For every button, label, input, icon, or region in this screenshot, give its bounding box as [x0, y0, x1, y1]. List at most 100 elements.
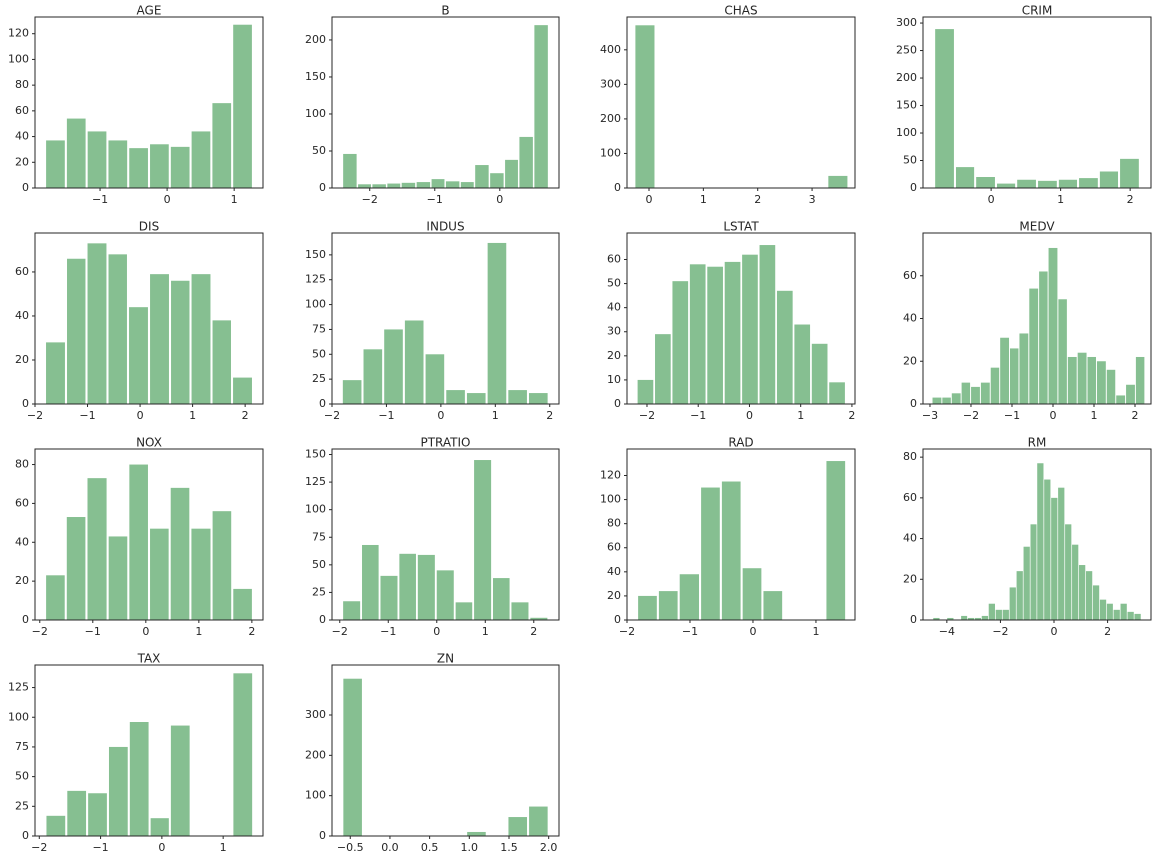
bar	[776, 290, 793, 404]
bar	[1079, 178, 1098, 188]
y-tick-label: 150	[305, 248, 326, 261]
bar	[1058, 179, 1078, 188]
y-tick-label: 120	[600, 468, 621, 481]
bar	[87, 478, 107, 620]
y-tick-label: 100	[600, 493, 621, 506]
x-tick-label: 1	[231, 193, 238, 206]
bar	[981, 615, 989, 620]
bar	[637, 379, 654, 404]
x-tick-label: 0	[1049, 409, 1056, 422]
bar	[401, 182, 416, 188]
x-tick-label: −1	[1004, 409, 1020, 422]
x-tick-label: 1	[812, 625, 819, 638]
bar	[1051, 497, 1058, 620]
x-tick-label: −4	[939, 625, 955, 638]
y-tick-label: 100	[896, 126, 917, 139]
y-tick-label: 40	[607, 565, 621, 578]
bar	[947, 617, 954, 620]
y-tick-label: 20	[15, 155, 29, 168]
y-tick-label: 20	[15, 353, 29, 366]
bar	[1019, 333, 1029, 404]
bar	[1030, 524, 1037, 620]
bar	[66, 517, 86, 620]
bar	[343, 601, 361, 620]
bar	[763, 591, 783, 620]
bar	[1029, 288, 1039, 404]
y-tick-label: 120	[8, 27, 29, 40]
bar	[343, 153, 357, 188]
y-tick-label: 150	[305, 448, 326, 461]
bar	[742, 254, 758, 404]
bar	[995, 609, 1002, 620]
subplot-title: NOX	[136, 436, 162, 450]
bar	[170, 487, 190, 620]
y-tick-label: 100	[305, 298, 326, 311]
bar	[1087, 356, 1096, 404]
y-tick-label: 80	[607, 517, 621, 530]
bar	[971, 386, 980, 404]
subplot: −2 −1 0 1 2 0 25 50 75 100 125 150 INDUS	[305, 220, 560, 422]
y-tick-label: 80	[15, 458, 29, 471]
bar	[1077, 352, 1087, 404]
bar	[967, 617, 975, 620]
bar	[490, 173, 504, 188]
y-tick-label: 60	[15, 265, 29, 278]
bar	[996, 183, 1016, 188]
x-tick-label: −2	[27, 409, 43, 422]
y-tick-label: 50	[607, 277, 621, 290]
bar	[1017, 179, 1036, 188]
axes-frame	[626, 232, 856, 405]
bar	[108, 746, 128, 836]
subplot-title: TAX	[137, 652, 161, 666]
bar	[233, 588, 252, 620]
x-tick-label: 1	[492, 409, 499, 422]
bar	[445, 181, 460, 188]
bar	[988, 603, 995, 620]
bar	[1106, 603, 1113, 620]
bar	[467, 831, 486, 836]
x-tick-label: −0.5	[337, 841, 364, 854]
x-tick-label: 0.0	[381, 841, 399, 854]
axes-frame	[331, 448, 560, 621]
bar	[129, 464, 148, 620]
subplot-title: AGE	[137, 4, 162, 18]
bar	[416, 182, 431, 188]
axes-frame	[34, 232, 264, 405]
y-tick-label: 60	[903, 269, 917, 282]
bar	[67, 258, 86, 404]
axes-frame	[922, 16, 1152, 189]
y-tick-label: 300	[896, 16, 917, 29]
subplot-title: RM	[1028, 436, 1047, 450]
x-tick-label: −1	[380, 625, 396, 638]
x-tick-label: 1	[189, 409, 196, 422]
bar	[529, 393, 548, 404]
bar	[1079, 565, 1086, 620]
y-tick-label: 125	[305, 475, 326, 488]
bar	[519, 136, 533, 188]
x-tick-label: −1	[427, 193, 443, 206]
bar	[655, 334, 671, 404]
bar	[951, 393, 961, 404]
bar	[1127, 611, 1134, 620]
x-tick-label: 2	[754, 193, 761, 206]
bar	[794, 324, 811, 404]
bar	[828, 175, 848, 188]
y-tick-label: 100	[8, 52, 29, 65]
y-tick-label: 100	[305, 107, 326, 120]
bar	[689, 264, 706, 404]
bar	[233, 673, 253, 836]
bar	[1096, 361, 1106, 404]
x-tick-label: −3	[922, 409, 938, 422]
bar	[46, 342, 65, 404]
y-tick-label: 0	[910, 613, 917, 626]
bar	[529, 806, 548, 836]
bar	[191, 131, 211, 188]
x-tick-label: −2	[324, 409, 340, 422]
bar	[191, 274, 211, 404]
subplot-title: CRIM	[1022, 4, 1053, 18]
x-tick-label: 0	[137, 409, 144, 422]
bar	[150, 274, 169, 404]
